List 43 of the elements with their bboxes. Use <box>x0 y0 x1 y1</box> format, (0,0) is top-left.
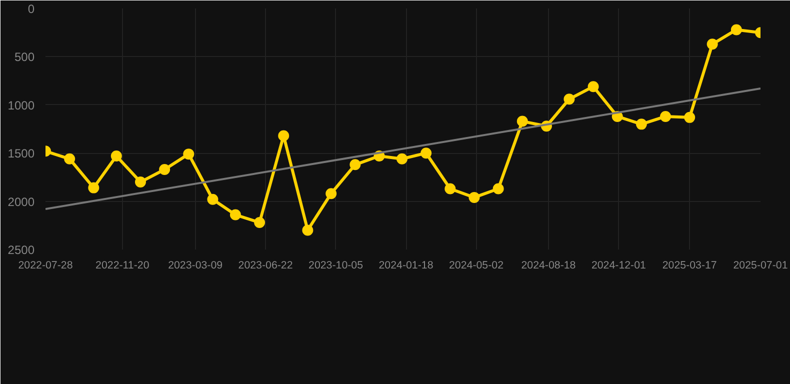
point <box>183 148 194 160</box>
point <box>660 110 672 122</box>
x-tick-label: 2025-03-17 <box>662 260 717 272</box>
point <box>326 188 337 200</box>
point <box>230 209 241 220</box>
y-tick-label: 0 <box>28 2 35 16</box>
point <box>350 159 361 170</box>
point <box>468 192 480 203</box>
point <box>516 116 528 127</box>
x-tick-label: 2022-07-28 <box>18 260 73 272</box>
x-tick-label: 2024-12-01 <box>591 260 646 272</box>
y-tick-label: 500 <box>14 50 35 64</box>
point <box>134 176 146 188</box>
x-tick-label: 2023-10-05 <box>308 260 364 272</box>
x-tick-label: 2025-07-01 <box>733 260 788 272</box>
point <box>492 183 504 194</box>
point <box>706 38 718 50</box>
point <box>207 194 218 205</box>
point <box>444 183 456 194</box>
point <box>64 153 76 164</box>
x-tick-label: 2024-08-18 <box>521 260 576 272</box>
y-tick-label: 2000 <box>8 194 35 209</box>
x-tick-label: 2022-11-20 <box>96 260 150 272</box>
point <box>159 164 170 175</box>
y-tick-label: 2500 <box>8 243 35 257</box>
point <box>564 94 575 105</box>
x-tick-label: 2024-01-18 <box>378 260 434 272</box>
y-tick-label: 1000 <box>8 98 35 112</box>
point <box>88 182 100 194</box>
point <box>636 118 647 130</box>
point <box>302 224 314 236</box>
point <box>110 150 122 162</box>
point <box>684 112 696 123</box>
point <box>396 153 408 164</box>
point <box>254 217 266 228</box>
point <box>420 148 432 159</box>
y-tick-label: 1500 <box>8 146 35 161</box>
x-tick-label: 2024-05-02 <box>448 260 504 272</box>
point <box>278 130 290 142</box>
point <box>730 24 742 36</box>
point <box>588 81 599 92</box>
x-tick-label: 2023-06-22 <box>238 260 293 272</box>
x-tick-label: 2023-03-09 <box>168 260 223 272</box>
